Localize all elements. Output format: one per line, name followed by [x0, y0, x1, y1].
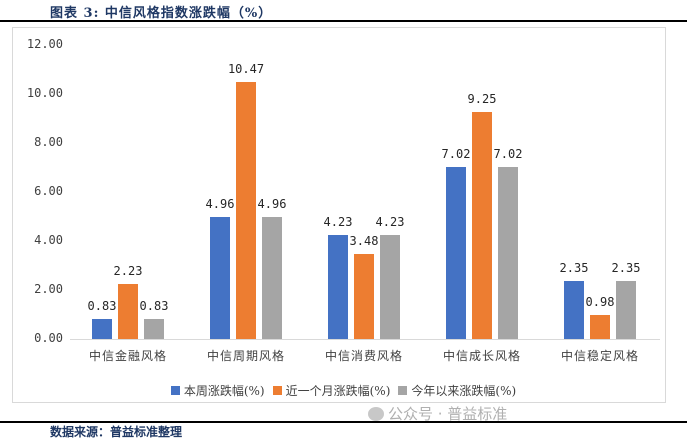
data-label: 4.23 [323, 215, 353, 230]
y-tick-label: 0.00 [34, 331, 63, 345]
data-label: 0.83 [139, 298, 169, 313]
bar [380, 235, 400, 339]
bar [590, 314, 610, 339]
data-label: 2.23 [113, 264, 143, 279]
legend: 本周涨跌幅(%) 近一个月涨跌幅(%) 今年以来涨跌幅(%) [0, 382, 687, 399]
data-label: 0.83 [87, 298, 117, 313]
wechat-icon [368, 406, 384, 421]
legend-item: 本周涨跌幅(%) [170, 382, 265, 399]
bar [328, 235, 348, 339]
bar [354, 253, 374, 339]
legend-swatch-icon [398, 386, 408, 395]
x-axis-line [70, 339, 660, 340]
data-label: 9.25 [467, 92, 497, 107]
data-label: 3.48 [349, 233, 379, 248]
data-label: 4.96 [205, 197, 235, 212]
source-note: 数据来源：普益标准整理 [50, 425, 183, 439]
bar [262, 217, 282, 339]
legend-item: 今年以来涨跌幅(%) [398, 382, 516, 399]
legend-item: 近一个月涨跌幅(%) [272, 382, 391, 399]
data-label: 7.02 [493, 147, 523, 161]
x-category-label: 中信金融风格 [88, 349, 167, 363]
y-tick-label: 6.00 [34, 184, 63, 198]
data-label: 10.47 [227, 62, 265, 77]
figure-title: 图表 3: 中信风格指数涨跌幅（%） [50, 6, 273, 21]
legend-label: 近一个月涨跌幅(%) [285, 384, 391, 398]
y-tick-label: 12.00 [26, 37, 63, 51]
legend-label: 今年以来涨跌幅(%) [411, 384, 517, 398]
chart-frame [12, 27, 666, 403]
y-tick-label: 10.00 [26, 86, 63, 100]
watermark: 公众号 · 普益标准 [368, 403, 507, 424]
data-label: 7.02 [441, 147, 471, 161]
legend-swatch-icon [272, 386, 282, 395]
data-label: 2.35 [559, 261, 589, 276]
x-category-label: 中信稳定风格 [560, 349, 639, 363]
data-label: 4.96 [257, 197, 287, 212]
bar [616, 281, 636, 339]
y-tick-label: 8.00 [34, 135, 63, 149]
bar [210, 217, 230, 339]
x-category-label: 中信成长风格 [442, 349, 521, 363]
y-tick-label: 2.00 [34, 282, 63, 296]
legend-swatch-icon [170, 386, 180, 395]
bar [498, 167, 518, 339]
bar [144, 318, 164, 339]
bar [118, 284, 138, 339]
top-rule [0, 20, 687, 22]
watermark-text: 公众号 · 普益标准 [388, 405, 508, 423]
bar [564, 281, 584, 339]
bar [446, 167, 466, 339]
legend-label: 本周涨跌幅(%) [183, 384, 265, 398]
x-category-label: 中信周期风格 [206, 349, 285, 363]
data-label: 0.98 [585, 294, 615, 309]
data-label: 4.23 [375, 215, 405, 230]
data-label: 2.35 [611, 261, 641, 276]
bottom-rule [0, 421, 687, 423]
x-category-label: 中信消费风格 [324, 349, 403, 363]
y-tick-label: 4.00 [34, 233, 63, 247]
bar [236, 82, 256, 339]
bar [472, 112, 492, 339]
bar [92, 318, 112, 339]
